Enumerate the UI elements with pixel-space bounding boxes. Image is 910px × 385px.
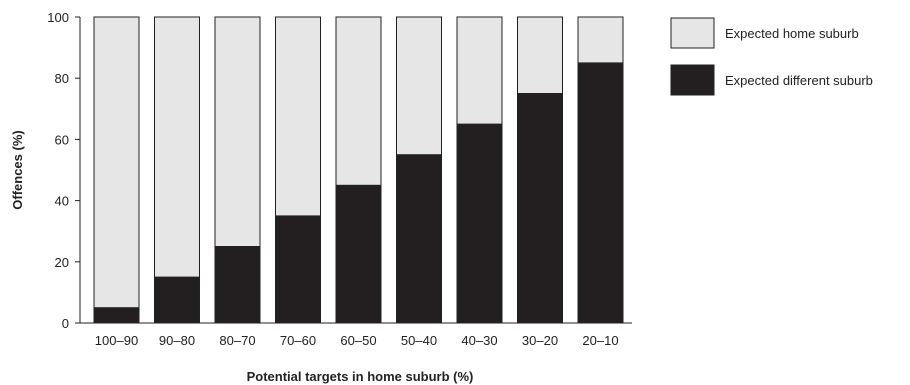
legend: Expected home suburb Expected different s… [670,17,873,96]
bar-segment-different-suburb-4 [335,184,382,324]
legend-label-1: Expected different suburb [725,73,873,88]
bar-segment-different-suburb-2 [214,246,261,324]
bar-segment-home-suburb-4 [335,16,382,186]
x-tick-label-0: 100–90 [95,333,138,348]
bar-segment-different-suburb-6 [456,123,503,324]
axes-group [79,17,632,324]
bar-segment-home-suburb-8 [577,16,624,64]
x-tick-label-7: 30–20 [522,333,558,348]
bar-segment-different-suburb-1 [154,276,200,324]
x-tick-label-2: 80–70 [219,333,255,348]
x-tick-label-3: 70–60 [280,333,316,348]
y-tick-label-5: 100 [47,10,69,25]
legend-label-0: Expected home suburb [725,26,859,41]
x-ticks-group: 100–90 90–80 80–70 70–60 60–50 50–40 40–30 30–2… [95,333,619,348]
bar-segment-home-suburb-3 [275,16,321,217]
bar-segment-home-suburb-7 [517,16,563,94]
y-axis-title: Offences (%) [10,130,25,209]
bar-segment-home-suburb-5 [396,16,442,156]
x-tick-label-8: 20–10 [582,333,618,348]
bar-segment-different-suburb-7 [517,93,563,324]
y-tick-label-2: 40 [55,194,69,209]
bar-segment-home-suburb-2 [214,16,261,247]
x-tick-label-1: 90–80 [159,333,195,348]
x-axis-title: Potential targets in home suburb (%) [247,369,474,384]
bar-segment-different-suburb-3 [275,215,321,324]
y-ticks-group: 0 20 40 60 80 100 [47,10,80,331]
x-tick-label-4: 60–50 [340,333,376,348]
bar-segment-home-suburb-6 [456,16,503,125]
x-tick-label-6: 40–30 [461,333,497,348]
y-tick-label-1: 20 [55,255,69,270]
bar-segment-home-suburb-0 [93,16,140,309]
bar-segment-different-suburb-0 [93,307,140,324]
bar-segment-different-suburb-5 [396,154,442,324]
legend-swatch-0 [670,17,715,49]
y-tick-label-0: 0 [62,316,69,331]
y-tick-label-3: 60 [55,132,69,147]
y-tick-label-4: 80 [55,71,69,86]
bar-segment-different-suburb-8 [577,62,624,324]
legend-swatch-1 [670,64,715,96]
bar-segment-home-suburb-1 [154,16,200,278]
bars-group [93,16,624,324]
x-tick-label-5: 50–40 [401,333,437,348]
